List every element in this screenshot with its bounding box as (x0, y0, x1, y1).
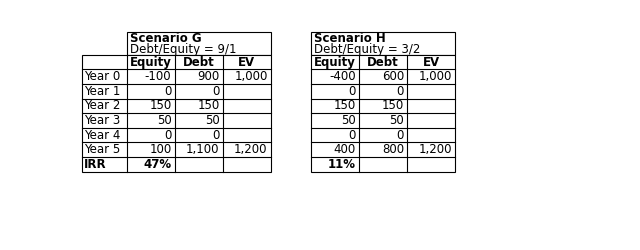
Text: Scenario H: Scenario H (314, 32, 386, 44)
Text: 11%: 11% (328, 158, 356, 171)
Bar (127, 32, 271, 56)
Text: 1,000: 1,000 (234, 70, 268, 83)
Text: Year 1: Year 1 (84, 85, 120, 98)
Text: 50: 50 (341, 114, 356, 127)
Text: 150: 150 (197, 99, 220, 112)
Text: 800: 800 (382, 143, 404, 156)
Text: -400: -400 (329, 70, 356, 83)
Text: Equity: Equity (314, 56, 356, 69)
Text: Debt: Debt (367, 56, 399, 69)
Text: 150: 150 (149, 99, 172, 112)
Text: Year 3: Year 3 (84, 114, 120, 127)
Text: 400: 400 (333, 143, 356, 156)
Text: 1,100: 1,100 (186, 143, 220, 156)
Text: IRR: IRR (84, 158, 106, 171)
Text: EV: EV (238, 56, 255, 69)
Text: 1,200: 1,200 (419, 143, 452, 156)
Text: EV: EV (422, 56, 440, 69)
Bar (81, 56, 271, 172)
Text: 47%: 47% (143, 158, 172, 171)
Text: Year 5: Year 5 (84, 143, 120, 156)
Text: 600: 600 (381, 70, 404, 83)
Text: 50: 50 (205, 114, 220, 127)
Text: Debt/Equity = 3/2: Debt/Equity = 3/2 (314, 43, 420, 56)
Text: 0: 0 (212, 85, 220, 98)
Text: 1,000: 1,000 (419, 70, 452, 83)
Text: 900: 900 (197, 70, 220, 83)
Text: 150: 150 (333, 99, 356, 112)
Text: Year 4: Year 4 (84, 128, 120, 141)
Text: -100: -100 (145, 70, 172, 83)
Text: 100: 100 (149, 143, 172, 156)
Text: 0: 0 (164, 128, 172, 141)
Text: Scenario G: Scenario G (129, 32, 201, 44)
Text: 50: 50 (157, 114, 172, 127)
Text: 0: 0 (212, 128, 220, 141)
Bar (311, 56, 455, 172)
Text: 150: 150 (381, 99, 404, 112)
Text: 0: 0 (349, 128, 356, 141)
Text: Debt: Debt (182, 56, 214, 69)
Text: 0: 0 (349, 85, 356, 98)
Text: Year 0: Year 0 (84, 70, 120, 83)
Text: 0: 0 (164, 85, 172, 98)
Text: 0: 0 (397, 128, 404, 141)
Text: Year 2: Year 2 (84, 99, 120, 112)
Bar (311, 32, 455, 56)
Text: 50: 50 (389, 114, 404, 127)
Text: Debt/Equity = 9/1: Debt/Equity = 9/1 (129, 43, 236, 56)
Text: 0: 0 (397, 85, 404, 98)
Text: Equity: Equity (129, 56, 172, 69)
Text: 1,200: 1,200 (234, 143, 268, 156)
